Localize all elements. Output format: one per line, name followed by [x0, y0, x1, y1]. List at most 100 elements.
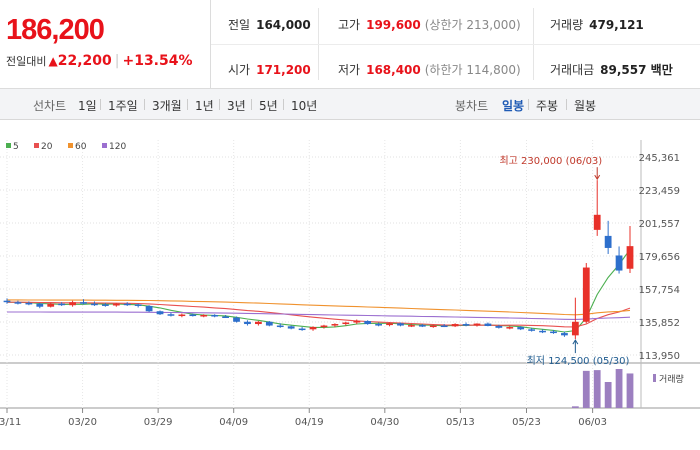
- candle-daily-button[interactable]: 일봉: [502, 99, 525, 113]
- period-1d-button[interactable]: 1일: [78, 99, 97, 113]
- candle-body: [134, 304, 142, 306]
- candle-body: [156, 311, 164, 315]
- divider: [528, 99, 529, 110]
- price-block: 186,200 전일대비 ▲22,200 | +13.54%: [0, 0, 211, 88]
- candle-body: [495, 325, 503, 328]
- period-10y-button[interactable]: 10년: [291, 99, 318, 113]
- candle-body: [353, 321, 361, 323]
- candle-monthly-button[interactable]: 월봉: [574, 99, 597, 113]
- high-label: 고가: [338, 18, 361, 32]
- candle-body: [244, 321, 251, 325]
- x-tick-label: 05/13: [446, 417, 475, 428]
- candle-body: [254, 321, 262, 325]
- change-row: 전일대비 ▲22,200 | +13.54%: [6, 53, 193, 69]
- y-tick-label: 245,361: [639, 153, 680, 164]
- period-3y-button[interactable]: 3년: [227, 99, 246, 113]
- period-1w-button[interactable]: 1주일: [108, 99, 138, 113]
- legend-swatch: [34, 143, 39, 148]
- candle-body: [320, 325, 328, 328]
- trade-value-stat: 거래대금 89,557 백만: [550, 61, 673, 78]
- candle-body: [298, 328, 306, 331]
- prev-close-value: 164,000: [256, 18, 311, 32]
- change-percent: +13.54%: [122, 53, 193, 69]
- candle-body: [80, 302, 87, 304]
- price-summary: 186,200 전일대비 ▲22,200 | +13.54% 전일 164,000 고가…: [0, 0, 700, 89]
- open-value: 171,200: [256, 63, 311, 77]
- x-tick-label: 04/30: [370, 417, 399, 428]
- candle-body: [58, 303, 66, 306]
- y-tick-label: 113,950: [639, 351, 680, 362]
- low-label: 저가: [338, 63, 361, 77]
- candles: [3, 180, 634, 340]
- candle-weekly-button[interactable]: 주봉: [536, 99, 559, 113]
- ma5-line: [6, 249, 631, 333]
- candle-body: [233, 317, 240, 322]
- ma120-line: [7, 311, 631, 320]
- change-label: 전일대비: [6, 55, 47, 68]
- candle-body: [69, 302, 76, 306]
- period-5y-button[interactable]: 5년: [259, 99, 278, 113]
- x-tick-label: 04/09: [219, 417, 248, 428]
- candle-body: [211, 314, 219, 317]
- candle-body: [309, 327, 317, 330]
- candle-body: [561, 333, 568, 336]
- candle-body: [506, 327, 514, 329]
- legend-label: 120: [109, 142, 126, 152]
- divider: [251, 99, 252, 110]
- legend-swatch: [102, 143, 107, 148]
- candle-body: [604, 235, 612, 248]
- volume-stat: 거래량 479,121: [550, 16, 644, 33]
- divider: [283, 99, 284, 110]
- candle-body: [112, 303, 120, 306]
- volume-label: 거래량: [659, 373, 684, 385]
- divider: [219, 99, 220, 110]
- low-stat: 저가 168,400 (하한가 114,800): [338, 61, 521, 78]
- candle-body: [200, 314, 208, 317]
- candle-body: [36, 303, 44, 307]
- candle-body: [14, 302, 22, 304]
- candle-body: [178, 314, 186, 317]
- candle-body: [626, 246, 634, 269]
- legend: 5 20 60 120: [6, 142, 126, 152]
- candle-body: [451, 324, 459, 327]
- candle-body: [539, 330, 546, 333]
- volume-label: 거래량: [550, 18, 584, 32]
- y-tick-label: 135,852: [639, 318, 680, 329]
- ma60-line: [7, 299, 631, 316]
- x-tick-label: 06/03: [578, 417, 607, 428]
- line-chart-label: 선차트: [33, 99, 67, 113]
- trade-value-label: 거래대금: [550, 63, 595, 77]
- volume-bar: [593, 370, 601, 408]
- period-3m-button[interactable]: 3개월: [152, 99, 182, 113]
- low-value: 168,400: [366, 63, 421, 77]
- divider: [187, 99, 188, 110]
- period-1y-button[interactable]: 1년: [195, 99, 214, 113]
- y-tick-label: 223,459: [639, 186, 680, 197]
- current-price: 186,200: [6, 14, 105, 46]
- candle-body: [25, 302, 33, 305]
- up-arrow-icon: ▲: [48, 54, 58, 68]
- x-tick-label: 04/19: [295, 417, 324, 428]
- high-stat: 고가 199,600 (상한가 213,000): [338, 16, 521, 33]
- x-tick-label: 03/20: [68, 417, 97, 428]
- candle-body: [593, 214, 601, 230]
- candle-body: [342, 322, 350, 325]
- candle-body: [517, 327, 525, 330]
- candle-body: [331, 324, 339, 326]
- candlestick-chart[interactable]: 5 20 60 120 거래량 245,361 223,459 201,557 179,65…: [0, 120, 700, 450]
- legend-label: 20: [41, 142, 53, 152]
- candle-body: [222, 316, 229, 319]
- open-label: 시가: [228, 63, 251, 77]
- chart-period-toolbar: 선차트 1일 1주일 3개월 1년 3년 5년 10년 봉차트 일봉 주봉 월봉: [0, 89, 700, 120]
- change-amount: 22,200: [57, 53, 112, 69]
- divider: [144, 99, 145, 110]
- candle-body: [276, 325, 284, 328]
- y-tick-label: 201,557: [639, 219, 680, 230]
- grid-lines: [0, 140, 700, 409]
- candle-body: [462, 324, 470, 326]
- volume-value: 479,121: [589, 18, 644, 32]
- candle-body: [418, 325, 426, 327]
- candle-body: [550, 331, 557, 334]
- volume-bar: [615, 369, 623, 408]
- candle-body: [429, 325, 437, 328]
